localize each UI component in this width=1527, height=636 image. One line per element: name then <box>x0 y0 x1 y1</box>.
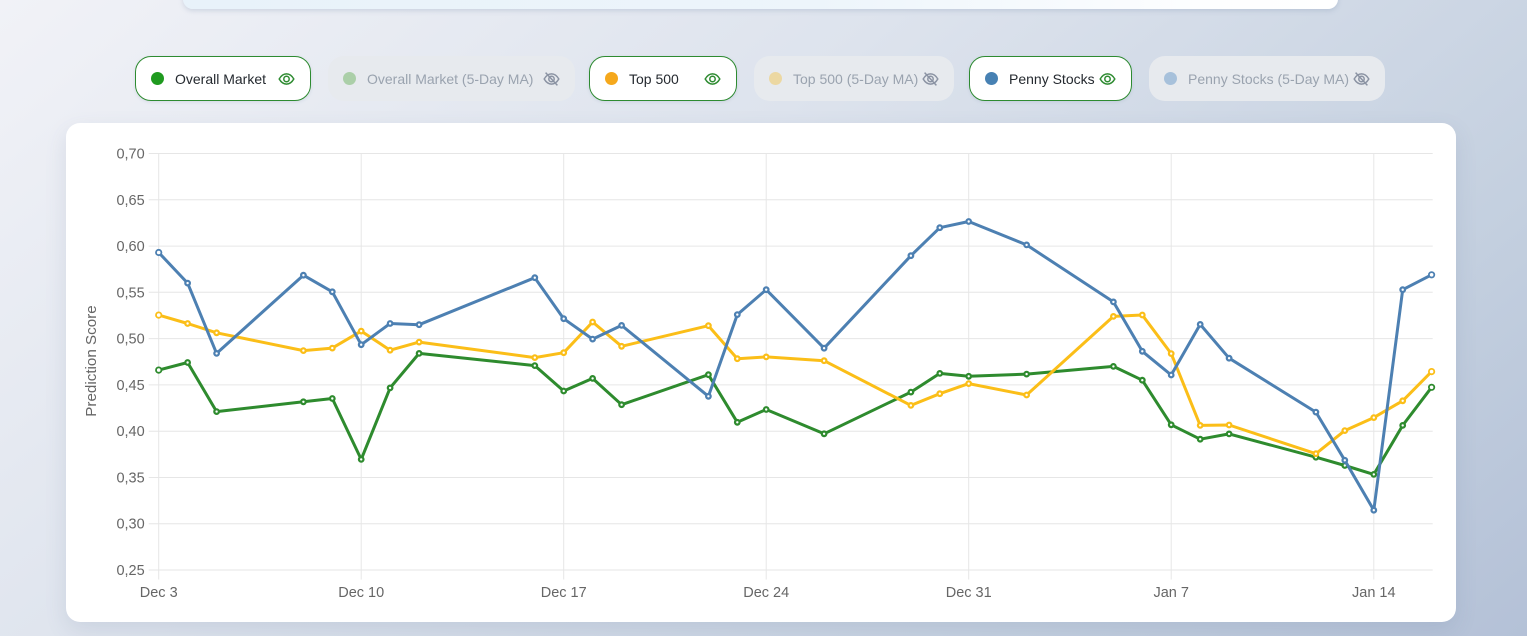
svg-text:0,40: 0,40 <box>116 424 144 440</box>
svg-text:0,25: 0,25 <box>116 563 144 579</box>
svg-text:Dec 24: Dec 24 <box>743 585 789 601</box>
svg-text:0,50: 0,50 <box>116 332 144 348</box>
svg-text:0,60: 0,60 <box>116 239 144 255</box>
svg-text:Dec 3: Dec 3 <box>140 585 178 601</box>
svg-text:0,45: 0,45 <box>116 378 144 394</box>
svg-text:0,30: 0,30 <box>116 517 144 533</box>
svg-text:0,55: 0,55 <box>116 285 144 301</box>
svg-text:0,70: 0,70 <box>116 147 144 163</box>
svg-text:Prediction Score: Prediction Score <box>83 305 100 416</box>
svg-text:0,35: 0,35 <box>116 471 144 487</box>
svg-text:Dec 10: Dec 10 <box>338 585 384 601</box>
svg-text:Jan 14: Jan 14 <box>1352 585 1396 601</box>
svg-text:0,65: 0,65 <box>116 193 144 209</box>
svg-text:Dec 17: Dec 17 <box>541 585 587 601</box>
svg-text:Jan 7: Jan 7 <box>1153 585 1188 601</box>
svg-text:Dec 31: Dec 31 <box>946 585 992 601</box>
